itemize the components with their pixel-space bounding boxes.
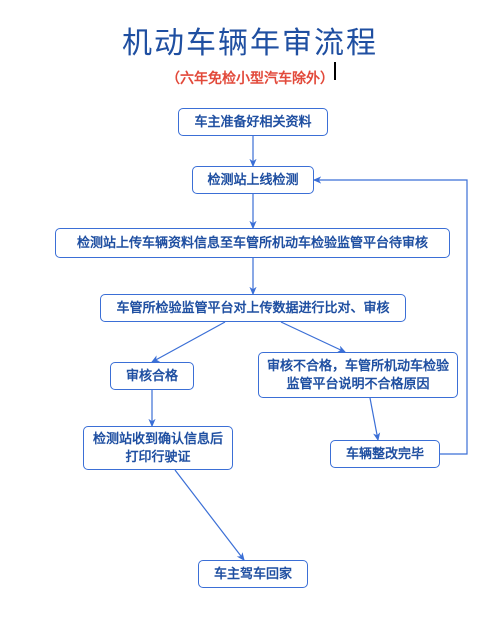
flow-node-n4: 车管所检验监管平台对上传数据进行比对、审核 — [100, 294, 406, 322]
flow-node-n8: 车辆整改完毕 — [330, 440, 440, 468]
page-title: 机动车辆年审流程 — [0, 18, 500, 62]
flow-node-n1: 车主准备好相关资料 — [178, 108, 328, 136]
edge-4 — [281, 322, 345, 352]
text-cursor — [334, 62, 336, 80]
flow-node-n9: 车主驾车回家 — [198, 560, 308, 588]
flow-node-n5: 审核合格 — [110, 362, 194, 390]
edge-3 — [152, 322, 225, 362]
edge-6 — [370, 398, 378, 440]
page-subtitle: （六年免检小型汽车除外） — [0, 68, 500, 88]
flow-node-n3: 检测站上传车辆资料信息至车管所机动车检验监管平台待审核 — [55, 228, 450, 258]
flow-node-n2: 检测站上线检测 — [192, 166, 314, 194]
flow-node-n6: 审核不合格，车管所机动车检验监管平台说明不合格原因 — [258, 352, 458, 398]
flow-node-n7: 检测站收到确认信息后打印行驶证 — [83, 426, 233, 470]
edge-7 — [175, 470, 244, 560]
